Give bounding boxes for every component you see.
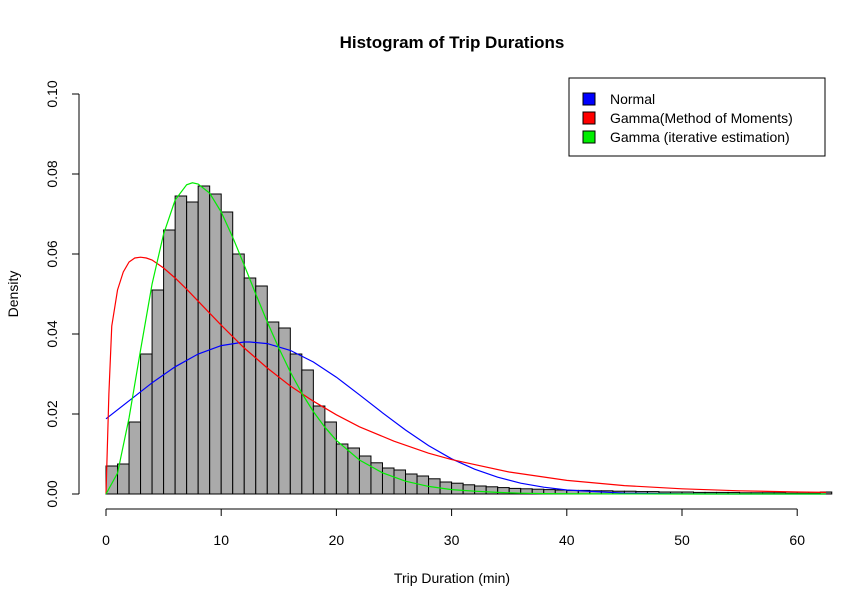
y-tick-label-4: 0.08 <box>44 160 60 187</box>
y-tick-label-0: 0.00 <box>44 480 60 507</box>
y-tick-label-1: 0.02 <box>44 400 60 427</box>
chart-title: Histogram of Trip Durations <box>340 33 565 52</box>
x-tick-label-6: 60 <box>789 532 805 548</box>
histogram-bar-19 <box>324 421 337 495</box>
y-tick-label-2: 0.04 <box>44 320 60 347</box>
x-axis-label: Trip Duration (min) <box>394 570 510 586</box>
legend-swatch-gamma-iterative-estimation <box>582 130 596 144</box>
histogram-bar-25 <box>393 469 407 495</box>
histogram-bar-22 <box>358 455 372 495</box>
legend-label-gamma-iterative-estimation: Gamma (iterative estimation) <box>610 129 790 145</box>
legend-swatch-normal <box>582 92 596 106</box>
y-axis-label: Density <box>5 271 21 318</box>
histogram-bar-8 <box>197 185 211 495</box>
histogram-bar-17 <box>301 369 314 495</box>
curve-normal <box>105 341 826 495</box>
y-tick-label-5: 0.10 <box>44 80 60 107</box>
histogram-bar-2 <box>128 421 142 495</box>
curve-gamma-iterative-estimation <box>105 182 826 495</box>
histogram-bar-33 <box>485 486 499 495</box>
histogram-bars <box>105 185 833 495</box>
x-tick-label-5: 50 <box>674 532 690 548</box>
histogram-bar-9 <box>209 193 222 495</box>
x-tick-label-0: 0 <box>102 532 110 548</box>
legend: Normal Gamma(Method of Moments) Gamma (ite… <box>568 77 826 157</box>
histogram-bar-12 <box>243 277 257 495</box>
histogram-bar-32 <box>474 485 487 495</box>
histogram-bar-31 <box>462 484 476 495</box>
density-curves <box>105 182 827 495</box>
histogram-bar-1 <box>117 463 130 495</box>
legend-label-normal: Normal <box>610 91 655 107</box>
curve-gamma-method-of-moments <box>105 256 827 495</box>
histogram-bar-30 <box>451 482 464 495</box>
histogram-bar-14 <box>266 321 280 495</box>
x-tick-label-4: 40 <box>559 532 575 548</box>
histogram-bar-10 <box>220 211 234 495</box>
x-tick-label-3: 30 <box>444 532 460 548</box>
histogram-bar-7 <box>186 201 199 495</box>
x-tick-label-1: 10 <box>213 532 229 548</box>
legend-label-gamma-method-of-moments: Gamma(Method of Moments) <box>610 110 793 126</box>
histogram-bar-3 <box>140 353 153 495</box>
histogram-bar-6 <box>174 195 188 495</box>
legend-swatch-gamma-method-of-moments <box>582 111 596 125</box>
histogram-bar-24 <box>381 467 395 495</box>
histogram-bar-4 <box>151 289 165 495</box>
y-axis: 0.00 0.02 0.04 0.06 0.08 0.10 <box>44 80 80 508</box>
x-tick-label-2: 20 <box>329 532 345 548</box>
histogram-bar-20 <box>335 443 349 495</box>
histogram-bar-11 <box>232 253 245 495</box>
x-axis: 0 10 20 30 40 50 60 <box>102 508 805 548</box>
legend-box <box>568 77 826 157</box>
y-tick-label-3: 0.06 <box>44 240 60 267</box>
